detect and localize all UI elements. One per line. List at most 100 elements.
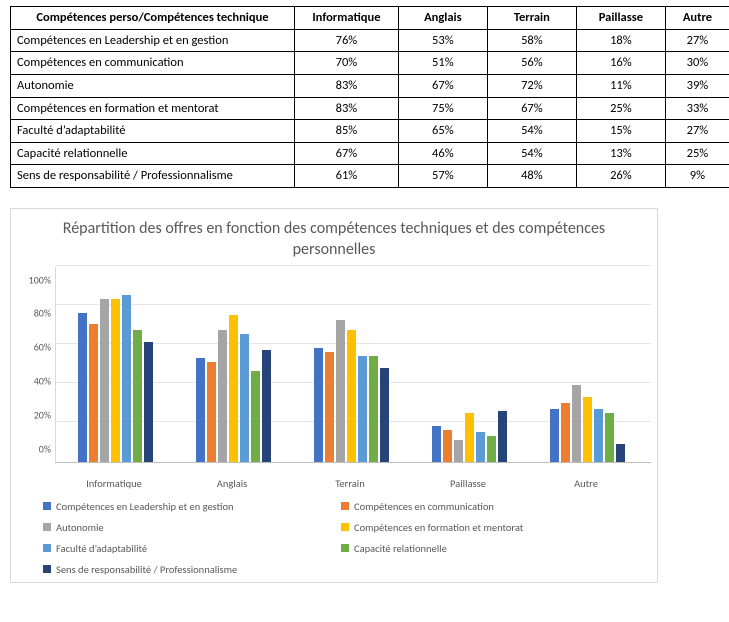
legend-item: Autonomie <box>43 521 323 534</box>
legend-label: Sens de responsabilité / Professionnalis… <box>56 563 237 576</box>
legend-item: Compétences en communication <box>341 500 621 513</box>
bar <box>605 413 614 462</box>
legend-swatch <box>43 502 51 510</box>
cell-value-last: 39% <box>665 74 729 97</box>
cell-value: 65% <box>398 120 487 143</box>
bar <box>144 342 153 462</box>
cell-value: 61% <box>295 165 399 188</box>
x-tick-label: Paillasse <box>409 477 527 490</box>
cell-value-last: 27% <box>665 29 729 52</box>
row-label: Compétences en formation et mentorat <box>11 97 295 120</box>
bar <box>498 411 507 462</box>
cell-value: 72% <box>487 74 576 97</box>
table-row: Autonomie83%67%72%11%39% <box>11 74 729 97</box>
cell-value: 48% <box>487 165 576 188</box>
bar <box>251 371 260 461</box>
row-label: Autonomie <box>11 74 295 97</box>
cell-value: 11% <box>576 74 665 97</box>
cell-value-last: 30% <box>665 52 729 75</box>
table-header-col: Paillasse <box>576 7 665 30</box>
row-label: Sens de responsabilité / Professionnalis… <box>11 165 295 188</box>
bar <box>262 350 271 462</box>
table-header-col: Informatique <box>295 7 399 30</box>
bar <box>229 315 238 462</box>
cell-value: 58% <box>487 29 576 52</box>
legend-item: Sens de responsabilité / Professionnalis… <box>43 563 323 576</box>
x-tick-label: Autre <box>527 477 645 490</box>
cell-value: 57% <box>398 165 487 188</box>
cell-value: 54% <box>487 142 576 165</box>
cell-value: 46% <box>398 142 487 165</box>
bar <box>465 413 474 462</box>
bar <box>594 409 603 462</box>
legend-label: Compétences en formation et mentorat <box>354 521 523 534</box>
chart-x-axis: InformatiqueAnglaisTerrainPaillasseAutre <box>55 477 651 490</box>
bar <box>572 385 581 461</box>
legend-swatch <box>341 523 349 531</box>
chart-legend: Compétences en Leadership et en gestion C… <box>43 500 643 576</box>
bar <box>314 348 323 462</box>
bar <box>443 430 452 461</box>
bar <box>561 403 570 462</box>
cell-value: 83% <box>295 74 399 97</box>
x-tick-label: Informatique <box>55 477 173 490</box>
table-header-col: Terrain <box>487 7 576 30</box>
y-tick-label: 80% <box>34 307 51 320</box>
legend-item: Faculté d’adaptabilité <box>43 542 323 555</box>
bar <box>240 334 249 461</box>
y-tick-label: 0% <box>39 442 51 455</box>
table-row: Sens de responsabilité / Professionnalis… <box>11 165 729 188</box>
bar <box>550 409 559 462</box>
table-header-row: Compétences perso/Compétences technique … <box>11 7 729 30</box>
cell-value: 16% <box>576 52 665 75</box>
cell-value: 56% <box>487 52 576 75</box>
y-tick-label: 100% <box>29 273 51 286</box>
bar <box>380 368 389 462</box>
legend-label: Compétences en communication <box>354 500 494 513</box>
bar <box>133 330 142 461</box>
bar <box>196 358 205 462</box>
table-row: Compétences en formation et mentorat83%7… <box>11 97 729 120</box>
chart-plot <box>55 267 651 463</box>
cell-value: 83% <box>295 97 399 120</box>
legend-label: Compétences en Leadership et en gestion <box>56 500 234 513</box>
bar <box>369 356 378 462</box>
cell-value: 85% <box>295 120 399 143</box>
cell-value: 51% <box>398 52 487 75</box>
table-row: Faculté d’adaptabilité85%65%54%15%27% <box>11 120 729 143</box>
bar <box>454 440 463 462</box>
table-header-col: Anglais <box>398 7 487 30</box>
bar <box>347 330 356 461</box>
row-label: Compétences en Leadership et en gestion <box>11 29 295 52</box>
y-tick-label: 60% <box>34 341 51 354</box>
cell-value: 67% <box>398 74 487 97</box>
bar <box>89 324 98 461</box>
bar <box>487 436 496 461</box>
bar <box>476 432 485 461</box>
cell-value: 26% <box>576 165 665 188</box>
cell-value: 13% <box>576 142 665 165</box>
cell-value-last: 9% <box>665 165 729 188</box>
row-label: Capacité relationnelle <box>11 142 295 165</box>
legend-swatch <box>43 565 51 573</box>
bar <box>78 313 87 462</box>
cell-value: 25% <box>576 97 665 120</box>
bar <box>325 352 334 462</box>
cell-value: 67% <box>487 97 576 120</box>
legend-label: Autonomie <box>56 521 104 534</box>
bar-group <box>78 295 153 462</box>
table-header-label: Compétences perso/Compétences technique <box>11 7 295 30</box>
cell-value: 15% <box>576 120 665 143</box>
bar-group <box>314 320 389 461</box>
row-label: Faculté d’adaptabilité <box>11 120 295 143</box>
legend-label: Capacité relationnelle <box>354 542 447 555</box>
x-tick-label: Terrain <box>291 477 409 490</box>
bar <box>583 397 592 462</box>
legend-label: Faculté d’adaptabilité <box>56 542 147 555</box>
legend-item: Compétences en formation et mentorat <box>341 521 621 534</box>
table-row: Compétences en Leadership et en gestion7… <box>11 29 729 52</box>
cell-value-last: 33% <box>665 97 729 120</box>
chart-y-axis: 100%80%60%40%20%0% <box>21 267 55 463</box>
y-tick-label: 40% <box>34 374 51 387</box>
x-tick-label: Anglais <box>173 477 291 490</box>
